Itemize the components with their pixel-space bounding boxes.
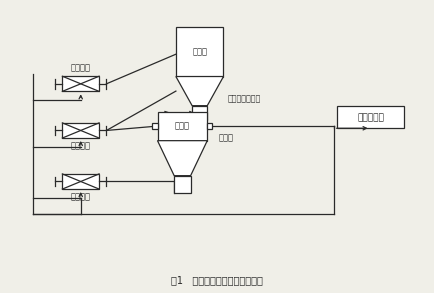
Polygon shape <box>62 123 99 138</box>
Text: 称量斗: 称量斗 <box>175 122 190 131</box>
Text: 快加控制: 快加控制 <box>71 64 91 73</box>
Text: 慢加控制: 慢加控制 <box>71 142 91 151</box>
Bar <box>152 123 158 129</box>
Bar <box>337 106 404 128</box>
Polygon shape <box>62 174 99 189</box>
Polygon shape <box>158 112 207 141</box>
Text: 图1   重晶石配料秤整个配料系统: 图1 重晶石配料秤整个配料系统 <box>171 275 263 285</box>
Polygon shape <box>176 27 224 76</box>
Text: 称量斗: 称量斗 <box>192 47 207 56</box>
Text: 电磁振动给料机: 电磁振动给料机 <box>228 94 261 103</box>
Polygon shape <box>62 76 99 91</box>
Polygon shape <box>174 176 191 193</box>
Text: 配料控制器: 配料控制器 <box>357 113 384 122</box>
Polygon shape <box>176 76 224 106</box>
Polygon shape <box>158 141 207 176</box>
Text: 传感器: 传感器 <box>219 133 234 142</box>
Polygon shape <box>192 106 207 120</box>
Bar <box>207 123 213 129</box>
Text: 放料控制: 放料控制 <box>71 193 91 202</box>
